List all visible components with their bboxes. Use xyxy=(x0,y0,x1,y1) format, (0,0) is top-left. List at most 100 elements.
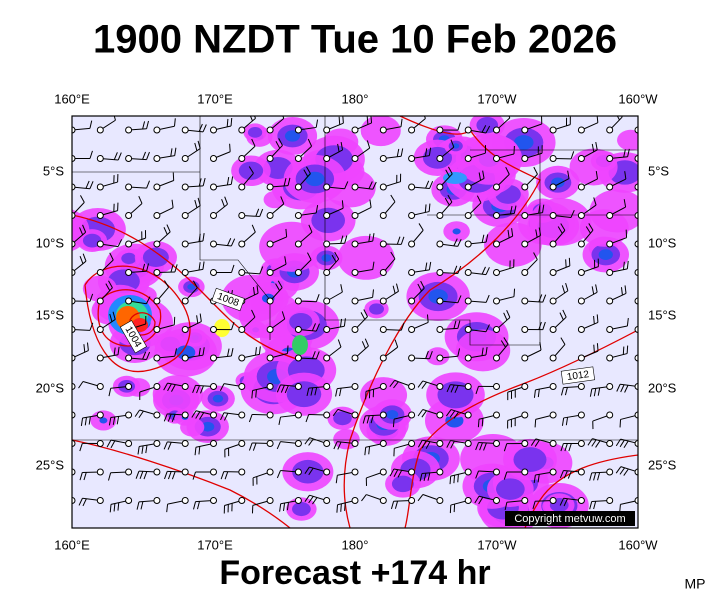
barb-flag xyxy=(255,389,257,398)
wind-barb xyxy=(577,258,599,276)
barb-flag xyxy=(593,197,597,206)
barb-station xyxy=(493,240,500,248)
barb-flag xyxy=(304,494,310,503)
barb-station xyxy=(436,411,444,419)
barb-station xyxy=(153,126,161,134)
barb-flag xyxy=(593,501,597,510)
barb-flag xyxy=(483,442,487,451)
barb-station xyxy=(436,354,444,362)
barb-station xyxy=(96,240,104,248)
wind-barb xyxy=(72,293,94,305)
barb-station xyxy=(521,497,529,504)
barb-flag xyxy=(485,324,490,332)
barb-flag xyxy=(445,409,452,417)
wind-barb xyxy=(493,288,516,305)
wind-barb xyxy=(408,116,426,134)
barb-flag xyxy=(426,314,429,323)
barb-flag xyxy=(196,315,199,324)
wind-barb xyxy=(493,309,511,333)
barb-station xyxy=(408,354,416,362)
barb-flag xyxy=(283,178,287,187)
wind-barb xyxy=(266,116,285,134)
barb-station xyxy=(493,155,500,162)
rain-area xyxy=(437,381,474,409)
barb-flag xyxy=(249,116,253,122)
barb-station xyxy=(153,411,161,419)
barb-station xyxy=(493,326,500,333)
barb-flag xyxy=(418,223,424,231)
wind-barb xyxy=(332,408,359,419)
barb-station xyxy=(577,326,585,333)
barb-station xyxy=(72,326,76,333)
wind-barb xyxy=(192,468,217,480)
barb-station xyxy=(266,297,274,305)
barb-flag xyxy=(163,441,168,450)
barb-flag xyxy=(219,383,225,391)
wind-barb xyxy=(266,177,291,191)
wind-barb xyxy=(587,438,614,448)
barb-flag xyxy=(308,438,314,446)
isobar xyxy=(343,129,541,528)
barb-station xyxy=(323,269,331,276)
barb-flag xyxy=(626,318,629,327)
wind-barb xyxy=(210,238,236,248)
barb-station xyxy=(549,126,557,134)
wind-barb xyxy=(464,145,487,162)
wind-barb xyxy=(577,343,599,362)
wind-barb xyxy=(276,468,302,479)
barb-station xyxy=(436,126,444,134)
wind-barb xyxy=(153,280,170,305)
barb-station xyxy=(210,155,217,162)
barb-flag xyxy=(446,384,451,393)
barb-flag xyxy=(337,339,342,348)
barb-station xyxy=(125,212,133,219)
barb-station xyxy=(96,212,104,219)
barb-shaft xyxy=(637,186,638,187)
barb-flag xyxy=(254,116,256,119)
barb-station xyxy=(210,326,217,333)
barb-flag xyxy=(259,208,264,217)
barb-flag xyxy=(174,118,176,127)
wind-barb xyxy=(96,174,119,191)
barb-station xyxy=(181,354,189,362)
barb-station xyxy=(379,155,387,162)
barb-flag xyxy=(534,439,540,447)
barb-station xyxy=(464,269,472,276)
barb-station xyxy=(634,440,638,447)
barb-station xyxy=(294,326,302,333)
wind-barb xyxy=(276,383,302,394)
barb-flag xyxy=(251,309,256,318)
barb-station xyxy=(634,497,638,504)
wind-barb xyxy=(408,203,431,219)
wind-barb xyxy=(323,318,346,333)
wind-barb xyxy=(181,313,202,333)
barb-station xyxy=(464,240,472,248)
barb-flag xyxy=(78,498,83,506)
barb-station xyxy=(125,354,133,362)
barb-station xyxy=(408,269,416,276)
barb-flag xyxy=(171,199,174,208)
barb-flag xyxy=(477,419,480,428)
wind-barb xyxy=(606,260,629,276)
wind-barb xyxy=(248,411,274,423)
wind-barb xyxy=(294,119,319,134)
wind-barb xyxy=(445,409,472,419)
barb-station xyxy=(408,297,416,305)
wind-barb xyxy=(72,411,76,419)
wind-barb xyxy=(417,409,444,419)
wind-barb xyxy=(464,294,490,305)
barb-flag xyxy=(589,501,593,510)
barb-flag xyxy=(362,415,366,424)
barb-flag xyxy=(619,467,626,475)
barb-flag xyxy=(503,312,508,321)
barb-flag xyxy=(593,344,595,353)
barb-station xyxy=(379,212,387,219)
wind-barb xyxy=(577,197,597,219)
barb-station xyxy=(323,297,331,305)
barb-station xyxy=(323,126,331,134)
barb-station xyxy=(294,183,302,191)
barb-flag xyxy=(475,442,479,451)
barb-station xyxy=(464,440,472,447)
barb-flag xyxy=(83,472,87,481)
lat-label: 5°S xyxy=(43,163,64,178)
